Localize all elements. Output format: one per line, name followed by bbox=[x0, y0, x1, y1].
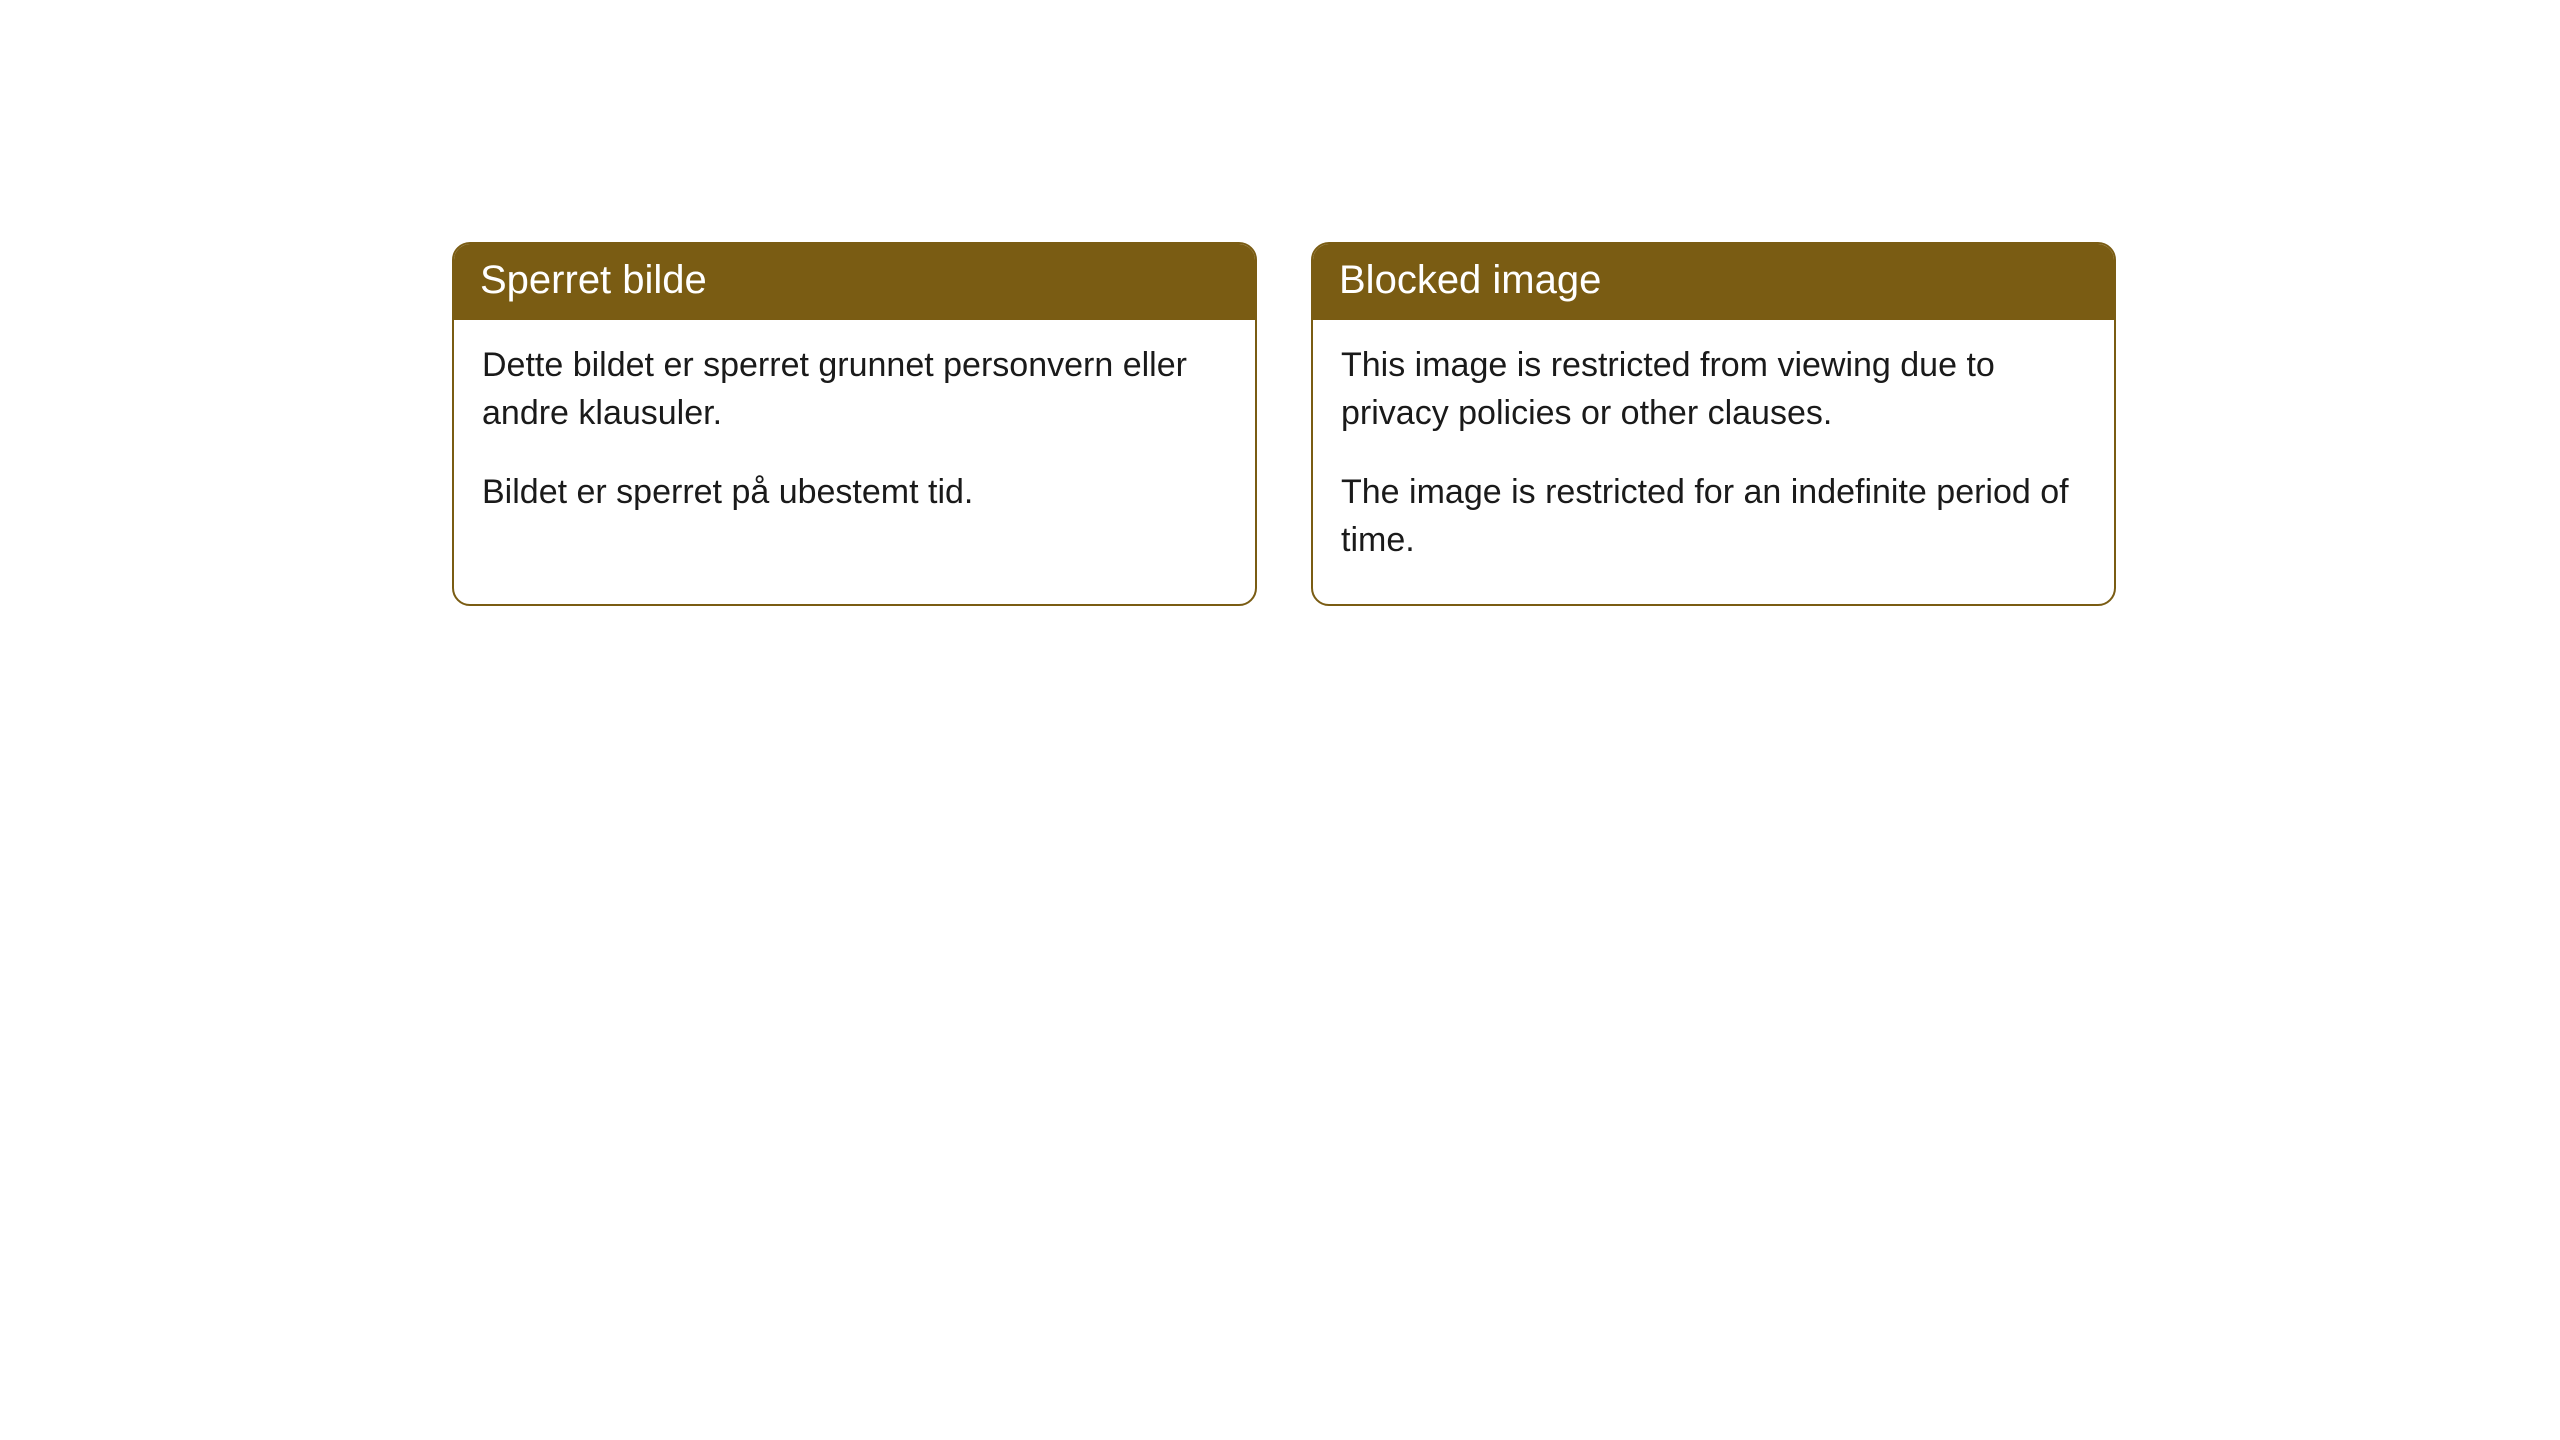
cards-container: Sperret bilde Dette bildet er sperret gr… bbox=[0, 0, 2560, 606]
card-paragraph-2: Bildet er sperret på ubestemt tid. bbox=[482, 469, 1227, 517]
card-norwegian: Sperret bilde Dette bildet er sperret gr… bbox=[452, 242, 1257, 606]
card-paragraph-1: This image is restricted from viewing du… bbox=[1341, 342, 2086, 437]
card-body: This image is restricted from viewing du… bbox=[1313, 320, 2114, 604]
card-title: Sperret bilde bbox=[480, 258, 707, 302]
card-body: Dette bildet er sperret grunnet personve… bbox=[454, 320, 1255, 557]
card-header: Blocked image bbox=[1313, 244, 2114, 320]
card-title: Blocked image bbox=[1339, 258, 1601, 302]
card-header: Sperret bilde bbox=[454, 244, 1255, 320]
card-paragraph-1: Dette bildet er sperret grunnet personve… bbox=[482, 342, 1227, 437]
card-paragraph-2: The image is restricted for an indefinit… bbox=[1341, 469, 2086, 564]
card-english: Blocked image This image is restricted f… bbox=[1311, 242, 2116, 606]
